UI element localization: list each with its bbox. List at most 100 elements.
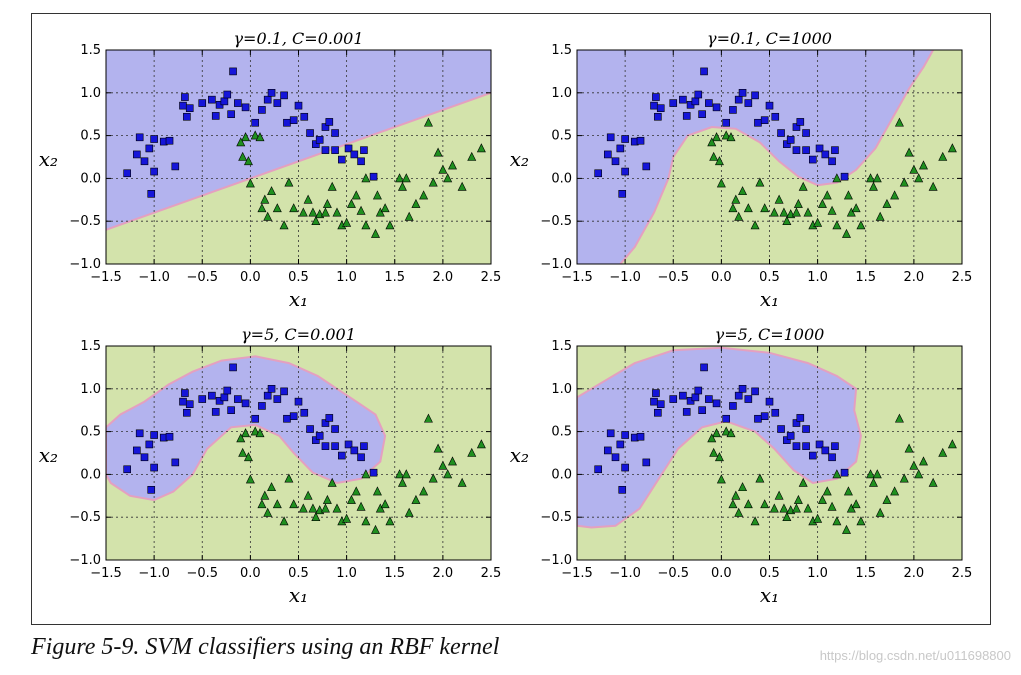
square-marker: [766, 398, 773, 405]
x-tick-label: 1.5: [855, 566, 876, 581]
square-marker: [809, 156, 816, 163]
square-marker: [778, 426, 785, 433]
x-tick-label: 1.0: [336, 566, 357, 581]
y-tick-label: −0.5: [540, 214, 572, 229]
square-marker: [612, 158, 619, 165]
square-marker: [351, 447, 358, 454]
square-marker: [692, 98, 699, 105]
y-tick-label: 0.5: [80, 129, 101, 144]
square-marker: [290, 413, 297, 420]
square-marker: [745, 396, 752, 403]
square-marker: [332, 147, 339, 154]
square-marker: [283, 119, 290, 126]
x-tick-label: 0.0: [711, 270, 732, 285]
y-axis-label: x₂: [510, 147, 529, 171]
square-marker: [701, 68, 708, 75]
square-marker: [670, 100, 677, 107]
figure-caption: Figure 5-9. SVM classifiers using an RBF…: [31, 634, 499, 661]
square-marker: [136, 134, 143, 141]
square-marker: [151, 168, 158, 175]
square-marker: [322, 443, 329, 450]
square-marker: [705, 100, 712, 107]
x-tick-label: −1.5: [561, 270, 593, 285]
square-marker: [729, 106, 736, 113]
x-tick-label: 0.0: [240, 270, 261, 285]
square-marker: [651, 102, 658, 109]
x-tick-label: −1.0: [609, 270, 641, 285]
square-marker: [360, 443, 367, 450]
x-tick-label: −0.5: [657, 566, 689, 581]
square-marker: [281, 388, 288, 395]
square-marker: [338, 452, 345, 459]
square-marker: [242, 400, 249, 407]
x-tick-label: −0.5: [186, 566, 218, 581]
square-marker: [186, 105, 193, 112]
x-tick-label: 0.5: [288, 270, 309, 285]
x-tick-label: 2.5: [481, 566, 502, 581]
y-axis-label: x₂: [39, 443, 58, 467]
square-marker: [268, 89, 275, 96]
square-marker: [133, 151, 140, 158]
square-marker: [180, 102, 187, 109]
square-marker: [151, 136, 158, 143]
square-marker: [212, 408, 219, 415]
square-marker: [224, 91, 231, 98]
square-marker: [654, 113, 661, 120]
y-tick-label: 1.5: [551, 43, 572, 58]
square-marker: [754, 415, 761, 422]
square-marker: [619, 486, 626, 493]
square-marker: [332, 130, 339, 137]
square-marker: [683, 112, 690, 119]
y-tick-label: 1.5: [80, 43, 101, 58]
square-marker: [809, 452, 816, 459]
square-marker: [643, 459, 650, 466]
square-marker: [695, 387, 702, 394]
x-tick-label: 2.0: [433, 566, 454, 581]
square-marker: [652, 94, 659, 101]
square-marker: [307, 426, 314, 433]
square-marker: [787, 432, 794, 439]
x-tick-label: −1.0: [609, 566, 641, 581]
x-tick-label: −1.0: [138, 270, 170, 285]
square-marker: [264, 96, 271, 103]
square-marker: [657, 401, 664, 408]
square-marker: [316, 432, 323, 439]
square-marker: [761, 117, 768, 124]
y-tick-label: −0.5: [540, 510, 572, 525]
square-marker: [186, 401, 193, 408]
square-marker: [752, 388, 759, 395]
x-tick-label: 0.0: [240, 566, 261, 581]
y-tick-label: −1.0: [69, 553, 101, 568]
square-marker: [221, 394, 228, 401]
square-marker: [607, 430, 614, 437]
square-marker: [637, 433, 644, 440]
x-tick-label: 1.0: [336, 270, 357, 285]
watermark-text: https://blog.csdn.net/u011698800: [820, 648, 1011, 663]
square-marker: [208, 96, 215, 103]
square-marker: [264, 392, 271, 399]
x-tick-label: 1.0: [807, 566, 828, 581]
square-marker: [729, 402, 736, 409]
square-marker: [290, 117, 297, 124]
square-marker: [234, 396, 241, 403]
y-tick-label: 0.0: [551, 467, 572, 482]
x-tick-label: 1.5: [855, 270, 876, 285]
square-marker: [208, 392, 215, 399]
square-marker: [803, 147, 810, 154]
x-tick-label: −1.0: [138, 566, 170, 581]
square-marker: [723, 415, 730, 422]
x-tick-label: −1.5: [561, 566, 593, 581]
square-marker: [670, 396, 677, 403]
square-marker: [604, 151, 611, 158]
square-marker: [258, 106, 265, 113]
square-marker: [705, 396, 712, 403]
y-axis-label: x₂: [510, 443, 529, 467]
square-marker: [370, 469, 377, 476]
y-tick-label: 1.0: [551, 86, 572, 101]
y-tick-label: −1.0: [69, 257, 101, 272]
square-marker: [772, 409, 779, 416]
square-marker: [607, 134, 614, 141]
square-marker: [326, 118, 333, 125]
square-marker: [822, 151, 829, 158]
square-marker: [793, 443, 800, 450]
